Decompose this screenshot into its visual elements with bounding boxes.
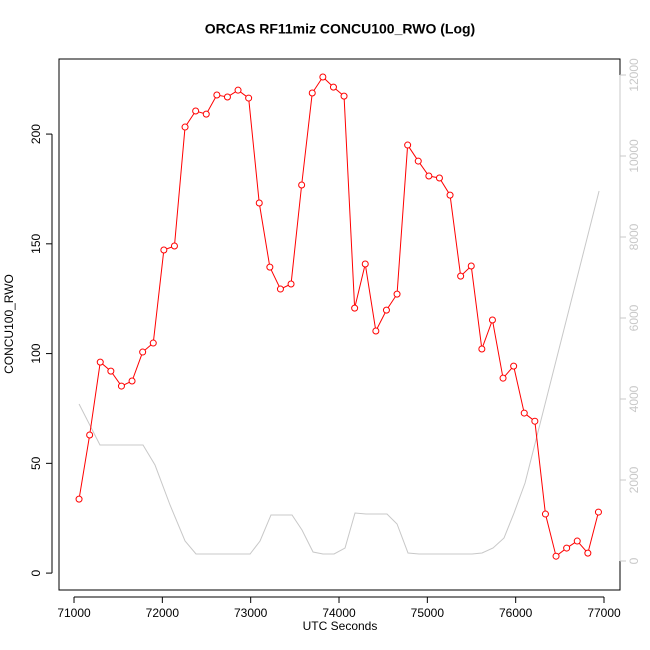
x-tick-label: 71000 xyxy=(57,606,91,620)
chart-title: ORCAS RF11miz CONCU100_RWO (Log) xyxy=(205,21,475,37)
data-point xyxy=(86,431,94,439)
data-point xyxy=(435,174,443,182)
data-point xyxy=(520,409,528,417)
y2-tick-label: 2000 xyxy=(627,466,641,493)
data-point xyxy=(510,362,518,370)
data-point xyxy=(319,73,327,81)
y-tick-label: 150 xyxy=(29,233,43,253)
data-point xyxy=(117,382,125,390)
data-point xyxy=(351,304,359,312)
data-point xyxy=(107,367,115,375)
data-point xyxy=(213,91,221,99)
y2-tick-label: 12000 xyxy=(627,58,641,92)
data-point xyxy=(245,94,253,102)
data-point xyxy=(499,374,507,382)
data-point xyxy=(234,86,242,94)
data-point xyxy=(531,417,539,425)
data-point xyxy=(404,141,412,149)
data-point xyxy=(584,549,592,557)
x-tick-label: 77000 xyxy=(587,606,621,620)
data-point xyxy=(223,93,231,101)
data-point xyxy=(446,191,454,199)
data-point xyxy=(287,280,295,288)
y2-tick-label: 6000 xyxy=(627,304,641,331)
data-point xyxy=(192,107,200,115)
y2-tick-label: 10000 xyxy=(627,139,641,173)
y-tick-label: 100 xyxy=(29,343,43,363)
y-tick-label: 200 xyxy=(29,124,43,144)
data-point xyxy=(573,537,581,545)
data-line xyxy=(78,190,600,555)
x-tick-label: 73000 xyxy=(234,606,268,620)
y2-tick-label: 4000 xyxy=(627,385,641,412)
plot-frame xyxy=(58,58,621,591)
data-point xyxy=(149,339,157,347)
data-point xyxy=(308,89,316,97)
data-point xyxy=(181,123,189,131)
data-point xyxy=(372,327,380,335)
y2-tick-label: 8000 xyxy=(627,223,641,250)
data-point xyxy=(298,181,306,189)
data-point xyxy=(139,348,147,356)
y-tick-label: 0 xyxy=(29,569,43,576)
data-point xyxy=(552,552,560,560)
data-point xyxy=(541,510,549,518)
data-point xyxy=(276,285,284,293)
x-tick-label: 74000 xyxy=(322,606,356,620)
data-point xyxy=(563,544,571,552)
data-point xyxy=(128,377,136,385)
data-point xyxy=(75,495,83,503)
x-tick-label: 76000 xyxy=(499,606,533,620)
data-point xyxy=(382,306,390,314)
data-point xyxy=(160,246,168,254)
data-point xyxy=(393,290,401,298)
x-axis-label: UTC Seconds xyxy=(303,619,378,633)
data-point xyxy=(594,508,602,516)
data-point xyxy=(96,358,104,366)
data-point xyxy=(255,199,263,207)
y-tick-label: 50 xyxy=(29,456,43,470)
data-point xyxy=(202,110,210,118)
data-point xyxy=(266,263,274,271)
data-point xyxy=(467,262,475,270)
data-point xyxy=(488,316,496,324)
data-point xyxy=(425,172,433,180)
x-tick-label: 75000 xyxy=(411,606,445,620)
data-line xyxy=(78,76,599,558)
data-point xyxy=(340,92,348,100)
data-point xyxy=(170,242,178,250)
x-tick-label: 72000 xyxy=(146,606,180,620)
data-point xyxy=(414,157,422,165)
data-point xyxy=(478,345,486,353)
y-axis-label: CONCU100_RWO xyxy=(2,274,16,374)
data-point xyxy=(457,272,465,280)
data-point xyxy=(361,260,369,268)
y2-tick-label: 0 xyxy=(627,557,641,564)
data-point xyxy=(329,83,337,91)
